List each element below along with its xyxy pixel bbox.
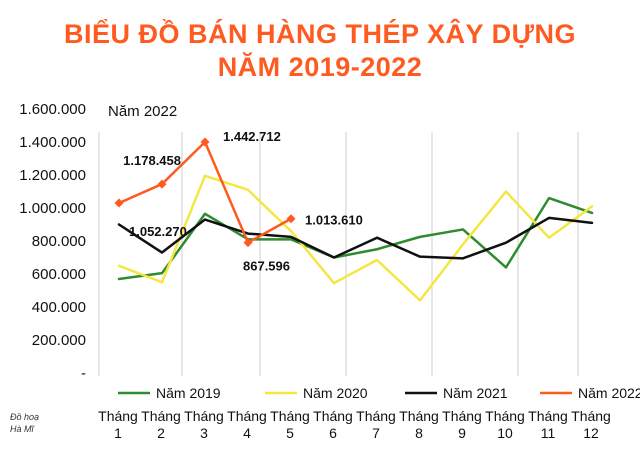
data-label: 867.596 <box>243 259 290 274</box>
x-tick-label-number: 9 <box>458 425 466 441</box>
x-tick-label-word: Tháng <box>227 408 267 424</box>
x-tick-label-word: Tháng <box>571 408 611 424</box>
x-tick-label-number: 2 <box>157 425 165 441</box>
y-axis-labels: - 200.000 400.000 600.000 800.000 1.000.000 1.… <box>19 101 86 382</box>
x-tick-label-number: 4 <box>243 425 251 441</box>
x-tick-label-word: Tháng <box>184 408 224 424</box>
y-tick-label: 800.000 <box>32 233 86 250</box>
x-tick-label-number: 1 <box>114 425 122 441</box>
y-tick-label: - <box>81 365 86 382</box>
x-tick-label-word: Tháng <box>528 408 568 424</box>
x-tick-label-number: 6 <box>329 425 337 441</box>
x-tick-label-number: 10 <box>497 425 513 441</box>
x-tick-label-number: 3 <box>200 425 208 441</box>
y-tick-label: 1.400.000 <box>19 134 86 151</box>
series-line-năm-2020 <box>117 174 594 302</box>
data-label: 1.052.270 <box>129 224 187 239</box>
legend: Năm 2019 Năm 2020 Năm 2021 Năm 2022 <box>118 385 640 401</box>
y-tick-label: 400.000 <box>32 299 86 316</box>
data-label: 1.442.712 <box>223 129 281 144</box>
chart-title-line-2: NĂM 2019-2022 <box>217 52 423 82</box>
legend-label: Năm 2021 <box>443 385 508 401</box>
legend-label: Năm 2022 <box>578 385 640 401</box>
x-tick-label-word: Tháng <box>98 408 138 424</box>
data-annotations: 1.178.458 1.052.270 1.442.712 867.596 1.013.… <box>123 129 363 274</box>
x-tick-label-word: Tháng <box>141 408 181 424</box>
y-tick-label: 200.000 <box>32 332 86 349</box>
x-axis-labels: Tháng1Tháng2Tháng3Tháng4Tháng5Tháng6Thán… <box>98 408 611 441</box>
y-tick-label: 1.200.000 <box>19 167 86 184</box>
x-tick-label-word: Tháng <box>270 408 310 424</box>
x-tick-label-number: 8 <box>415 425 423 441</box>
chart-title-line-1: BIỂU ĐỒ BÁN HÀNG THÉP XÂY DỰNG <box>64 19 576 49</box>
grid-lines <box>98 132 579 376</box>
series-marker <box>157 179 167 189</box>
series-marker <box>114 198 124 208</box>
chart-title: BIỂU ĐỒ BÁN HÀNG THÉP XÂY DỰNG NĂM 2019-… <box>0 18 640 84</box>
x-tick-label-word: Tháng <box>442 408 482 424</box>
y-axis-title: Năm 2022 <box>108 103 177 120</box>
series-marker <box>286 214 296 224</box>
x-tick-label-number: 11 <box>541 425 556 441</box>
y-tick-label: 1.000.000 <box>19 200 86 217</box>
x-tick-label-word: Tháng <box>399 408 439 424</box>
legend-label: Năm 2019 <box>156 385 221 401</box>
x-tick-label-word: Tháng <box>313 408 353 424</box>
x-tick-label-word: Tháng <box>485 408 525 424</box>
series-line-năm-2021 <box>117 216 594 260</box>
x-tick-label-number: 7 <box>372 425 380 441</box>
series-marker <box>200 137 210 147</box>
y-tick-label: 600.000 <box>32 266 86 283</box>
series-marker <box>243 238 253 248</box>
legend-label: Năm 2020 <box>303 385 368 401</box>
series-lines <box>114 137 594 302</box>
x-tick-label-number: 12 <box>583 425 599 441</box>
source-credit-line-2: Hà Mĩ <box>10 424 36 434</box>
data-label: 1.178.458 <box>123 153 181 168</box>
x-tick-label-number: 5 <box>286 425 294 441</box>
y-tick-label: 1.600.000 <box>19 101 86 118</box>
x-tick-label-word: Tháng <box>356 408 396 424</box>
data-label: 1.013.610 <box>305 213 363 228</box>
source-credit-line-1: Đồ hoạ <box>10 412 39 422</box>
